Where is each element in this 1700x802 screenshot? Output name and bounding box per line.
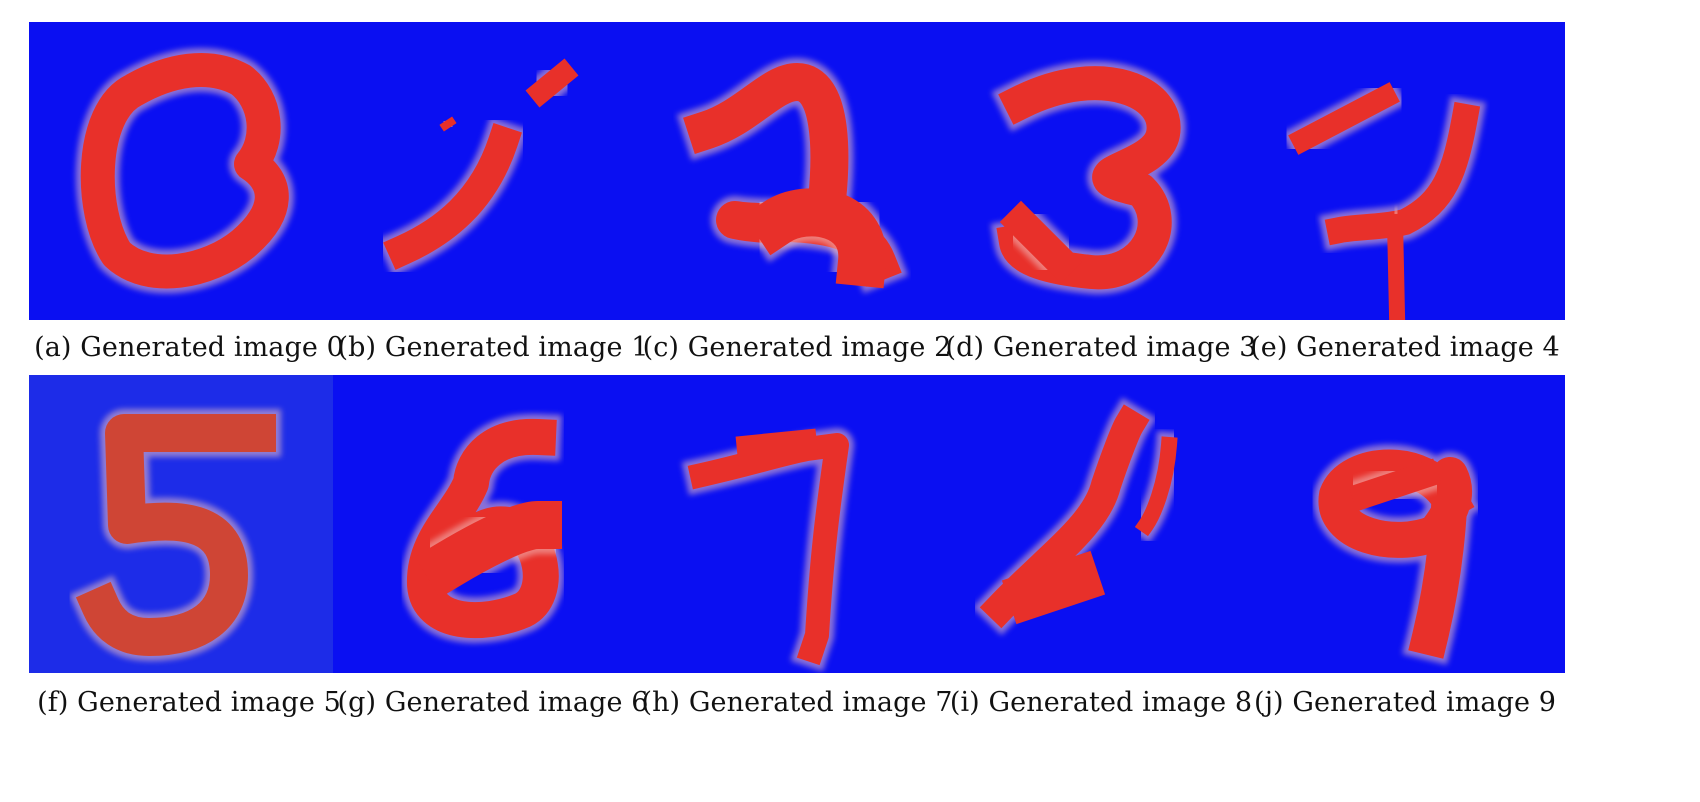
digit-3-strokes	[990, 61, 1186, 295]
caption-g: (g) Generated image 6	[337, 687, 649, 718]
stroke-0	[1288, 82, 1400, 155]
generated-image-9	[1245, 375, 1565, 673]
stroke-0	[383, 123, 522, 270]
generated-image-0	[29, 22, 349, 320]
generated-image-4	[1245, 22, 1565, 320]
digit-7-strokes	[681, 423, 854, 672]
stroke-0	[996, 66, 1181, 290]
stroke-1	[415, 500, 563, 598]
stroke-0	[80, 53, 289, 289]
stroke-1	[1348, 458, 1442, 512]
generated-image-1	[333, 22, 653, 320]
stroke-2	[1134, 436, 1178, 537]
caption-e: (e) Generated image 4	[1250, 332, 1560, 363]
caption-c: (c) Generated image 2	[642, 332, 952, 363]
stroke-2	[1386, 213, 1406, 320]
generated-image-5	[29, 375, 349, 673]
stroke-1	[999, 200, 1083, 284]
caption-d: (d) Generated image 3	[945, 332, 1257, 363]
digit-9-strokes	[1313, 444, 1482, 665]
digit-2-strokes	[676, 58, 909, 294]
caption-h: (h) Generated image 7	[641, 687, 953, 718]
digit-6-strokes	[401, 413, 568, 643]
stroke-1	[735, 428, 819, 467]
stroke-1	[1001, 550, 1106, 625]
stroke-1	[525, 58, 579, 108]
generated-image-2	[637, 22, 957, 320]
caption-j: (j) Generated image 9	[1253, 687, 1557, 718]
generated-image-6	[333, 375, 653, 673]
generated-image-8	[941, 375, 1261, 673]
caption-f: (f) Generated image 5	[37, 687, 341, 718]
stroke-0	[75, 414, 276, 656]
stroke-1	[743, 188, 887, 289]
generated-image-7	[637, 375, 957, 673]
caption-b: (b) Generated image 1	[337, 332, 649, 363]
caption-a: (a) Generated image 0	[34, 332, 344, 363]
digit-4-strokes	[1281, 75, 1486, 320]
generated-image-3	[941, 22, 1261, 320]
digit-1-strokes	[376, 51, 586, 277]
caption-i: (i) Generated image 8	[949, 687, 1253, 718]
stroke-2	[439, 116, 457, 132]
digit-0-strokes	[75, 48, 294, 294]
digit-8-strokes	[972, 397, 1183, 636]
stroke-0	[1318, 449, 1475, 659]
digit-5-strokes	[69, 409, 281, 661]
stroke-1	[1324, 101, 1481, 246]
